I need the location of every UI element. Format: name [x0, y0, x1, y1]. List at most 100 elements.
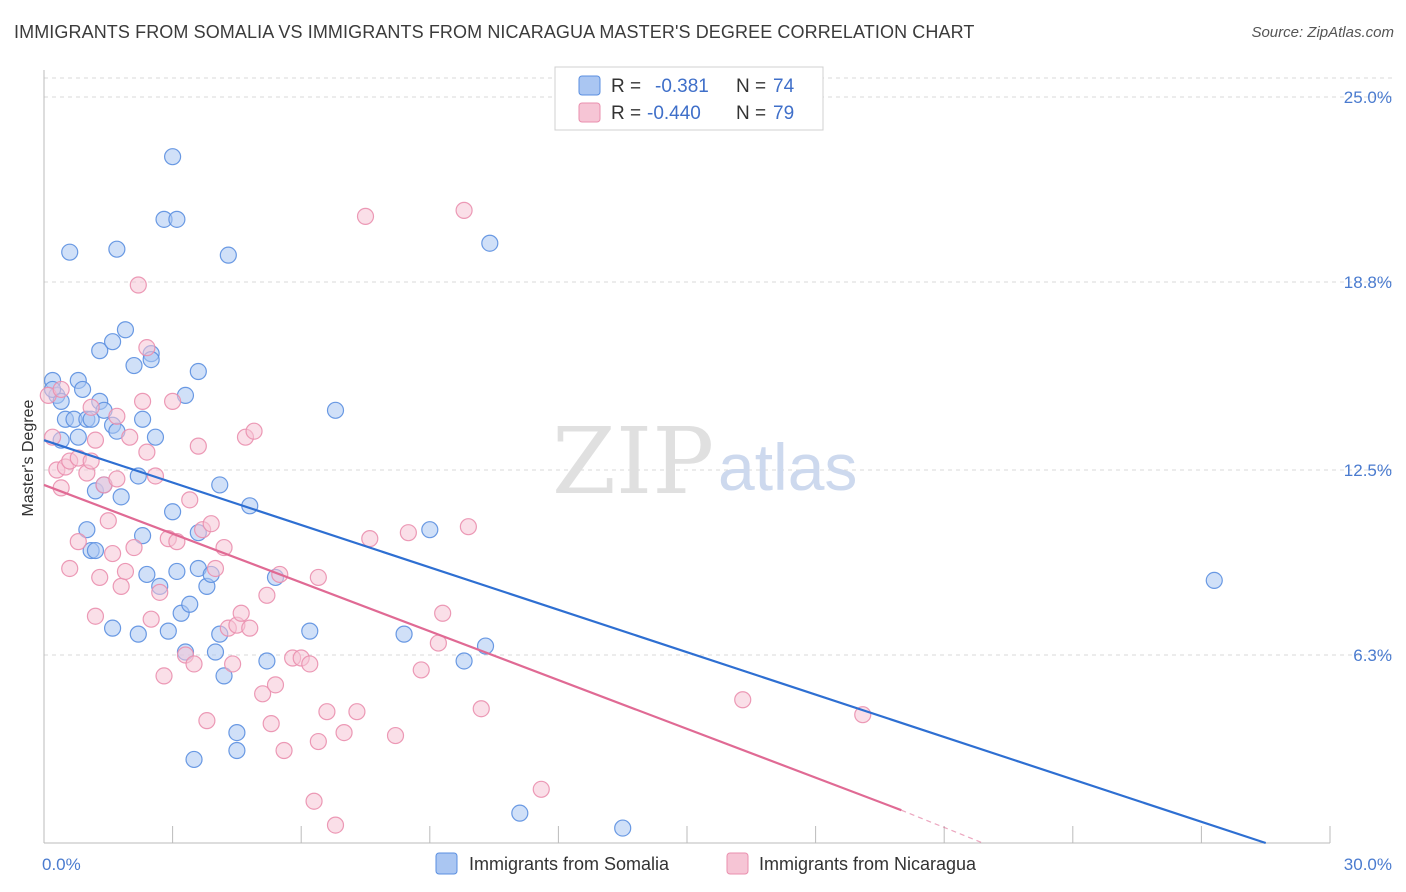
point-nicaragua-31 [151, 583, 169, 601]
x-tick-labels: 0.0% 30.0% [42, 855, 1392, 874]
point-nicaragua-43 [206, 559, 225, 578]
trend-line-somalia [43, 439, 1267, 845]
point-nicaragua-3 [52, 380, 70, 399]
point-nicaragua-72 [412, 661, 430, 679]
trend-lines [43, 439, 1267, 845]
point-somalia-63 [326, 401, 345, 419]
legend-swatch-nicaragua [578, 102, 601, 123]
point-nicaragua-62 [309, 568, 327, 587]
point-nicaragua-66 [335, 723, 353, 742]
point-somalia-56 [219, 246, 237, 264]
point-somalia-68 [481, 234, 499, 252]
bottom-legend-swatch-nicaragua [726, 852, 749, 875]
point-nicaragua-28 [138, 443, 156, 461]
legend-n-value-somalia: 74 [773, 76, 795, 97]
point-somalia-17 [91, 342, 109, 360]
point-nicaragua-53 [258, 586, 276, 604]
point-nicaragua-57 [275, 741, 293, 760]
point-somalia-31 [133, 410, 152, 428]
point-nicaragua-51 [245, 422, 263, 440]
point-nicaragua-9 [69, 533, 87, 551]
point-somalia-35 [146, 428, 165, 446]
legend-n-label-nicaragua: N = [736, 103, 766, 124]
point-nicaragua-50 [241, 619, 259, 637]
bottom-legend-label-nicaragua: Immigrants from Nicaragua [759, 854, 977, 874]
point-nicaragua-38 [185, 655, 203, 673]
point-nicaragua-70 [386, 726, 405, 745]
point-nicaragua-69 [361, 530, 379, 548]
point-somalia-12 [78, 521, 96, 539]
chart-title: IMMIGRANTS FROM SOMALIA VS IMMIGRANTS FR… [14, 22, 975, 42]
trend-line-nicaragua-extension [901, 809, 984, 844]
point-nicaragua-65 [326, 816, 345, 834]
source-credit: Source: ZipAtlas.com [1251, 24, 1394, 41]
point-nicaragua-55 [266, 676, 285, 694]
legend-r-value-somalia: -0.381 [655, 76, 709, 97]
trend-line-nicaragua [43, 483, 902, 812]
point-nicaragua-15 [91, 568, 109, 587]
point-nicaragua-26 [133, 392, 152, 410]
point-somalia-40 [164, 148, 182, 166]
point-somalia-14 [86, 541, 105, 560]
point-somalia-24 [112, 488, 130, 506]
point-nicaragua-79 [734, 691, 752, 709]
watermark-atlas: atlas [718, 430, 857, 504]
point-somalia-25 [116, 321, 135, 339]
point-nicaragua-29 [142, 610, 160, 628]
point-somalia-52 [206, 643, 225, 661]
point-nicaragua-18 [103, 544, 122, 563]
series-legend: Immigrants from Somalia Immigrants from … [435, 852, 977, 875]
point-somalia-8 [61, 243, 79, 261]
point-nicaragua-61 [305, 792, 323, 810]
point-nicaragua-24 [125, 538, 143, 557]
point-somalia-69 [511, 804, 529, 822]
legend-swatch-somalia [578, 75, 601, 96]
point-somalia-60 [258, 652, 276, 670]
point-somalia-42 [168, 562, 186, 581]
point-somalia-39 [164, 503, 182, 521]
point-nicaragua-20 [108, 407, 126, 425]
point-nicaragua-67 [348, 703, 366, 721]
bottom-legend-swatch-somalia [435, 852, 458, 875]
point-nicaragua-22 [116, 562, 135, 581]
point-somalia-38 [159, 622, 177, 640]
point-nicaragua-13 [86, 431, 105, 449]
point-nicaragua-74 [434, 604, 452, 622]
point-somalia-70 [185, 750, 203, 769]
point-nicaragua-48 [232, 604, 250, 622]
point-nicaragua-75 [455, 201, 473, 219]
point-somalia-48 [189, 362, 207, 381]
y-tick-label-1: 12.5% [1344, 461, 1392, 480]
point-nicaragua-76 [459, 518, 477, 536]
legend-n-label-somalia: N = [736, 76, 766, 97]
legend-r-value-nicaragua: -0.440 [647, 103, 701, 124]
point-nicaragua-42 [202, 515, 220, 533]
point-somalia-71 [614, 819, 632, 837]
point-nicaragua-77 [472, 700, 490, 718]
y-tick-label-3: 25.0% [1344, 88, 1392, 107]
point-nicaragua-71 [399, 524, 417, 542]
point-somalia-11 [73, 380, 92, 399]
legend-r-label-somalia: R = [611, 76, 641, 97]
watermark: ZIP atlas [552, 408, 857, 515]
point-nicaragua-27 [138, 339, 156, 357]
x-tick-label-1: 30.0% [1344, 855, 1392, 874]
legend-r-label-nicaragua: R = [611, 103, 641, 124]
point-nicaragua-17 [99, 512, 117, 530]
point-somalia-55 [215, 667, 233, 685]
point-nicaragua-63 [309, 732, 327, 751]
bottom-legend-label-somalia: Immigrants from Somalia [469, 854, 670, 874]
correlation-legend: R = -0.381 N = 74 R = -0.440 N = 79 [554, 66, 824, 131]
point-somalia-23 [108, 240, 126, 258]
point-somalia-32 [138, 565, 156, 584]
point-nicaragua-46 [224, 655, 242, 673]
point-nicaragua-32 [155, 667, 173, 685]
point-nicaragua-25 [129, 276, 147, 294]
point-nicaragua-21 [112, 577, 130, 595]
point-somalia-41 [168, 210, 186, 228]
point-nicaragua-37 [181, 491, 199, 509]
point-nicaragua-14 [86, 607, 105, 625]
point-somalia-72 [1205, 571, 1223, 590]
point-somalia-58 [228, 741, 246, 760]
